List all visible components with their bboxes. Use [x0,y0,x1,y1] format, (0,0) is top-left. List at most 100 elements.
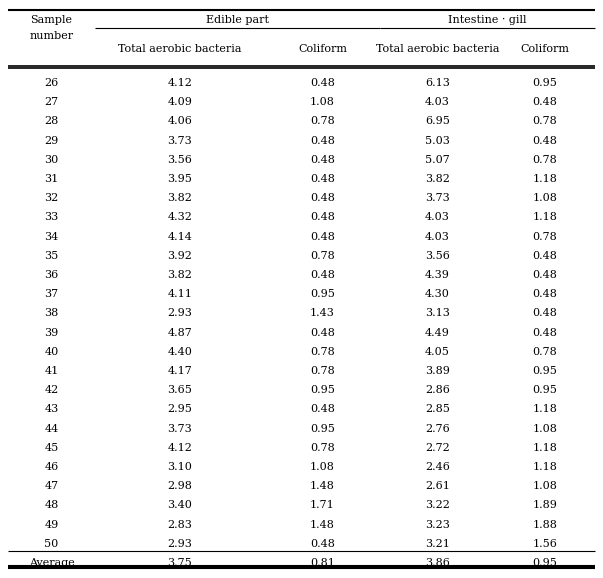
Text: 4.06: 4.06 [168,116,192,127]
Text: Total aerobic bacteria: Total aerobic bacteria [118,44,242,54]
Text: 3.10: 3.10 [168,462,192,472]
Text: 2.76: 2.76 [425,424,450,434]
Text: 0.48: 0.48 [310,539,335,549]
Text: 45: 45 [45,443,58,453]
Text: 1.18: 1.18 [532,212,557,223]
Text: 0.48: 0.48 [310,405,335,414]
Text: 0.78: 0.78 [532,347,557,357]
Text: 0.48: 0.48 [310,155,335,165]
Text: 34: 34 [45,232,58,242]
Text: 4.32: 4.32 [168,212,192,223]
Text: 2.93: 2.93 [168,539,192,549]
Text: 1.08: 1.08 [532,481,557,491]
Text: 1.08: 1.08 [532,424,557,434]
Text: 1.48: 1.48 [310,520,335,529]
Text: Coliform: Coliform [520,44,569,54]
Text: 1.48: 1.48 [310,481,335,491]
Text: 3.40: 3.40 [168,501,192,510]
Text: 0.48: 0.48 [310,78,335,88]
Text: 2.86: 2.86 [425,385,450,395]
Text: 4.11: 4.11 [168,289,192,299]
Text: 31: 31 [45,174,58,184]
Text: 0.95: 0.95 [532,385,557,395]
Text: 3.95: 3.95 [168,174,192,184]
Text: 0.95: 0.95 [532,558,557,568]
Text: 4.12: 4.12 [168,443,192,453]
Text: 3.89: 3.89 [425,366,450,376]
Text: 0.95: 0.95 [532,366,557,376]
Text: 0.78: 0.78 [310,443,335,453]
Text: 4.05: 4.05 [425,347,450,357]
Text: 41: 41 [45,366,58,376]
Text: 4.39: 4.39 [425,270,450,280]
Text: number: number [30,31,74,41]
Text: 1.18: 1.18 [532,462,557,472]
Text: 2.61: 2.61 [425,481,450,491]
Text: 0.78: 0.78 [310,251,335,261]
Text: 1.08: 1.08 [310,97,335,107]
Text: 1.56: 1.56 [532,539,557,549]
Text: 35: 35 [45,251,58,261]
Text: 0.95: 0.95 [310,424,335,434]
Text: 0.48: 0.48 [310,232,335,242]
Text: 3.22: 3.22 [425,501,450,510]
Text: 36: 36 [45,270,58,280]
Text: 28: 28 [45,116,58,127]
Text: 0.48: 0.48 [532,251,557,261]
Text: 2.46: 2.46 [425,462,450,472]
Text: 6.13: 6.13 [425,78,450,88]
Text: 0.81: 0.81 [310,558,335,568]
Text: 1.08: 1.08 [310,462,335,472]
Text: 4.03: 4.03 [425,97,450,107]
Text: 4.30: 4.30 [425,289,450,299]
Text: 1.71: 1.71 [310,501,335,510]
Text: 1.88: 1.88 [532,520,557,529]
Text: Average: Average [28,558,74,568]
Text: 1.43: 1.43 [310,309,335,318]
Text: 0.48: 0.48 [532,328,557,338]
Text: 48: 48 [45,501,58,510]
Text: 2.93: 2.93 [168,309,192,318]
Text: 3.73: 3.73 [425,193,450,203]
Text: 42: 42 [45,385,58,395]
Text: 3.86: 3.86 [425,558,450,568]
Text: 4.03: 4.03 [425,212,450,223]
Text: 47: 47 [45,481,58,491]
Text: 0.95: 0.95 [532,78,557,88]
Text: 3.65: 3.65 [168,385,192,395]
Text: 26: 26 [45,78,58,88]
Text: 5.03: 5.03 [425,136,450,146]
Text: 43: 43 [45,405,58,414]
Text: 0.48: 0.48 [310,212,335,223]
Text: 50: 50 [45,539,58,549]
Text: 33: 33 [45,212,58,223]
Text: 0.48: 0.48 [532,270,557,280]
Text: 1.08: 1.08 [532,193,557,203]
Text: 3.73: 3.73 [168,424,192,434]
Text: 1.18: 1.18 [532,174,557,184]
Text: 38: 38 [45,309,58,318]
Text: Edible part: Edible part [206,15,269,25]
Text: 3.82: 3.82 [168,193,192,203]
Text: 4.40: 4.40 [168,347,192,357]
Text: 0.78: 0.78 [310,347,335,357]
Text: 0.48: 0.48 [310,136,335,146]
Text: 3.82: 3.82 [425,174,450,184]
Text: 0.48: 0.48 [310,328,335,338]
Text: 0.78: 0.78 [310,366,335,376]
Text: 0.48: 0.48 [532,309,557,318]
Text: 4.09: 4.09 [168,97,192,107]
Text: 4.49: 4.49 [425,328,450,338]
Text: 2.83: 2.83 [168,520,192,529]
Text: 3.56: 3.56 [425,251,450,261]
Text: 46: 46 [45,462,58,472]
Text: 6.95: 6.95 [425,116,450,127]
Text: 30: 30 [45,155,58,165]
Text: 0.48: 0.48 [532,289,557,299]
Text: 4.17: 4.17 [168,366,192,376]
Text: 29: 29 [45,136,58,146]
Text: Coliform: Coliform [298,44,347,54]
Text: 0.48: 0.48 [310,174,335,184]
Text: 3.92: 3.92 [168,251,192,261]
Text: 5.07: 5.07 [425,155,450,165]
